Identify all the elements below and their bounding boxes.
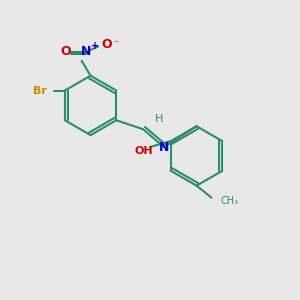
Text: N: N bbox=[159, 140, 169, 154]
Text: N: N bbox=[81, 45, 91, 58]
Text: +: + bbox=[91, 41, 99, 51]
Text: ⁻: ⁻ bbox=[113, 40, 119, 50]
Text: Br: Br bbox=[33, 85, 46, 96]
Text: OH: OH bbox=[135, 146, 153, 157]
Text: O: O bbox=[60, 45, 70, 58]
Text: CH₃: CH₃ bbox=[220, 196, 238, 206]
Text: O: O bbox=[102, 38, 112, 51]
Text: H: H bbox=[155, 114, 164, 124]
